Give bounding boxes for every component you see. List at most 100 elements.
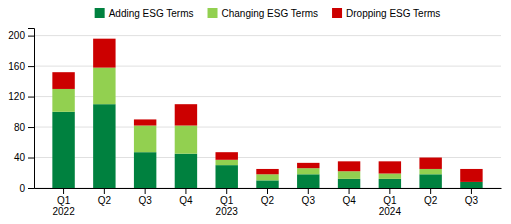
bar: [297, 163, 319, 168]
bars: [52, 39, 482, 188]
x-tick-label: Q12022: [52, 195, 75, 217]
bar: [52, 112, 74, 188]
legend-item: Dropping ESG Terms: [332, 8, 440, 19]
x-tick-mark: [145, 188, 146, 194]
x-tick-label-line: Q4: [342, 195, 356, 206]
x-tick-label-line: Q3: [302, 195, 316, 206]
x-tick-label: Q12023: [216, 195, 239, 217]
x-tick-label: Q3: [138, 195, 152, 206]
x-tick-label: Q3: [465, 195, 479, 206]
legend-item: Adding ESG Terms: [95, 8, 194, 19]
bar: [215, 165, 237, 188]
x-tick-label-line: 2023: [216, 206, 239, 217]
x-tick-label: Q2: [261, 195, 275, 206]
x-tick-label-line: Q1: [383, 195, 397, 206]
bar: [215, 152, 237, 160]
x-tick-label-line: Q4: [179, 195, 193, 206]
legend-label: Adding ESG Terms: [109, 8, 194, 19]
y-tick: 160: [8, 61, 34, 72]
y-axis-line: [28, 29, 35, 189]
x-tick: Q3: [302, 188, 316, 206]
x-tick-mark: [430, 188, 431, 194]
grid-line: [34, 35, 501, 36]
y-tick: 0: [19, 183, 34, 194]
bar: [297, 168, 319, 174]
x-tick-mark: [349, 188, 350, 194]
y-tick-mark: [28, 127, 34, 128]
y-tick-mark: [28, 97, 34, 98]
bar: [134, 152, 156, 188]
bar: [256, 169, 278, 174]
series: [52, 104, 482, 188]
x-axis: Q12022Q2Q3Q4Q12023Q2Q3Q4Q12024Q2Q3: [35, 188, 502, 217]
bar: [93, 104, 115, 188]
x-tick-label: Q4: [342, 195, 356, 206]
y-tick: 200: [8, 30, 34, 41]
legend: Adding ESG Terms Changing ESG Terms Droppi…: [95, 8, 441, 19]
x-tick: Q2: [261, 188, 275, 206]
x-tick-mark: [185, 188, 186, 194]
y-tick: 40: [14, 152, 34, 163]
bar: [215, 160, 237, 165]
x-tick: Q12024: [379, 188, 402, 217]
x-tick-label-line: Q1: [220, 195, 234, 206]
bar: [379, 161, 401, 173]
x-tick: Q2: [424, 188, 438, 206]
bar: [134, 126, 156, 153]
x-tick: Q3: [138, 188, 152, 206]
grid: [34, 36, 501, 188]
y-tick-mark: [28, 36, 34, 37]
x-tick-label: Q12024: [379, 195, 402, 217]
x-tick-mark: [226, 188, 227, 194]
bar: [256, 180, 278, 188]
bar: [93, 39, 115, 68]
y-tick: 120: [8, 91, 34, 102]
bar: [297, 174, 319, 188]
y-tick-label: 80: [14, 122, 26, 133]
bar: [175, 104, 197, 125]
x-tick-label-line: Q3: [138, 195, 152, 206]
legend-swatch: [332, 8, 342, 18]
x-tick: Q4: [342, 188, 356, 206]
bar: [419, 158, 441, 169]
legend-label: Changing ESG Terms: [222, 8, 319, 19]
y-tick-label: 0: [19, 183, 25, 194]
x-tick-mark: [389, 188, 390, 194]
x-tick: Q12022: [52, 188, 75, 217]
x-tick-label: Q3: [302, 195, 316, 206]
bar: [338, 171, 360, 179]
y-tick-label: 40: [14, 152, 26, 163]
x-tick-mark: [63, 188, 64, 194]
y-tick-mark: [28, 66, 34, 67]
bar: [379, 174, 401, 179]
bar: [52, 89, 74, 112]
x-tick-label: Q2: [98, 195, 112, 206]
legend-label: Dropping ESG Terms: [346, 8, 440, 19]
legend-swatch: [208, 8, 218, 18]
bar: [379, 179, 401, 188]
x-tick-label-line: Q3: [465, 195, 479, 206]
x-tick-label-line: Q2: [424, 195, 438, 206]
x-tick-label-line: Q2: [98, 195, 112, 206]
bar: [134, 119, 156, 125]
legend-swatch: [95, 8, 105, 18]
y-tick-mark: [28, 158, 34, 159]
y-tick-label: 200: [8, 30, 25, 41]
bar: [419, 169, 441, 174]
x-tick: Q2: [98, 188, 112, 206]
x-tick-mark: [267, 188, 268, 194]
series: [52, 68, 442, 181]
bar: [256, 174, 278, 180]
x-tick-label: Q2: [424, 195, 438, 206]
x-tick-label-line: Q2: [261, 195, 275, 206]
bar: [338, 179, 360, 188]
x-tick-mark: [308, 188, 309, 194]
x-tick: Q4: [179, 188, 193, 206]
x-tick-label-line: Q1: [57, 195, 71, 206]
y-tick: 80: [14, 122, 34, 133]
bar: [460, 169, 482, 182]
x-tick-label: Q4: [179, 195, 193, 206]
plot: 04080120160200Q12022Q2Q3Q4Q12023Q2Q3Q4Q1…: [8, 29, 501, 218]
bar: [175, 126, 197, 154]
y-tick-label: 120: [8, 91, 25, 102]
